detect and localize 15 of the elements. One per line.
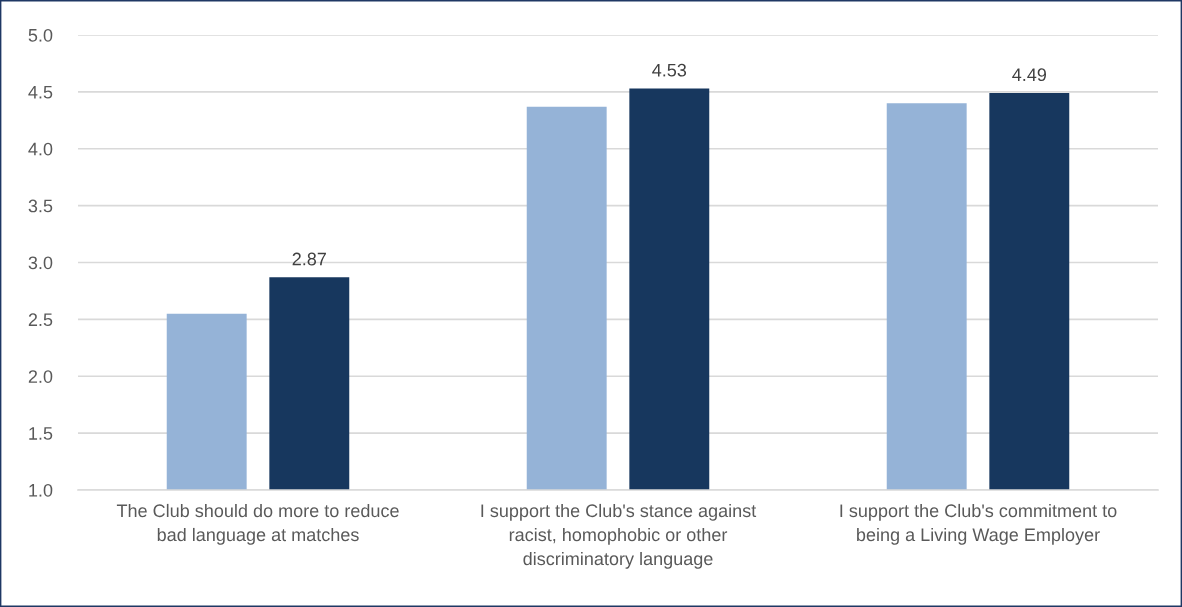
y-tick-label: 1.0 <box>29 483 53 497</box>
y-tick-label: 5.0 <box>28 28 53 42</box>
data-label: 4.49 <box>1012 68 1047 82</box>
y-tick-label: 4.5 <box>28 86 53 99</box>
y-tick-label: 3.0 <box>28 256 53 270</box>
data-label: 4.53 <box>652 63 687 77</box>
data-label: 2.87 <box>292 252 326 266</box>
y-tick-label: 4.0 <box>28 142 53 156</box>
y-tick-label: 2.0 <box>28 370 53 383</box>
y-tick-label: 1.5 <box>29 427 53 440</box>
x-tick-label: I support the Club's stance against racist, homophobic or other discriminatory language <box>481 503 757 569</box>
x-tick-label: I support the Club's commitment to being a Living Wage Employer <box>840 503 1117 545</box>
x-tick-label: The Club should do more to reduce bad language at matches <box>116 503 399 545</box>
y-tick-label: 3.5 <box>28 199 53 213</box>
y-tick-label: 2.5 <box>28 313 53 327</box>
